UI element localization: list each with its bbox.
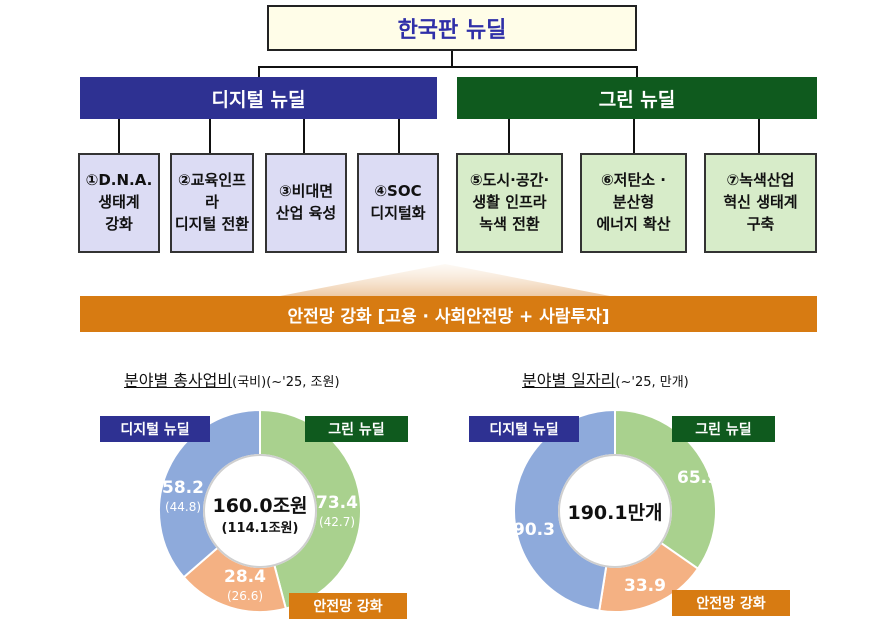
connector-line	[118, 119, 120, 153]
chart-title-main: 분야별 일자리	[522, 371, 616, 390]
donut-center-total: 160.0조원	[212, 495, 308, 517]
connector-line	[508, 119, 510, 153]
connector-line	[258, 66, 638, 68]
legend-green: 그린 뉴딜	[672, 416, 775, 442]
connector-line	[636, 66, 638, 77]
donut-hole	[203, 454, 317, 568]
subvalue-green: (42.7)	[318, 515, 356, 529]
donut-chart-budget	[158, 408, 362, 613]
legend-digital: 디지털 뉴딜	[100, 416, 210, 442]
connector-line	[209, 119, 211, 153]
value-safety: 33.9	[624, 576, 666, 596]
task-green-infra: ⑤도시·공간· 생활 인프라 녹색 전환	[456, 153, 563, 253]
connector-line	[758, 119, 760, 153]
value-green: 73.4	[316, 493, 358, 513]
donut-hole	[558, 454, 672, 568]
donut-center-subtotal: (114.1조원)	[221, 521, 299, 536]
value-green: 65.9	[677, 468, 719, 488]
connector-line	[303, 119, 305, 153]
connector-line	[398, 119, 400, 153]
task-soc-digital: ④SOC 디지털화	[357, 153, 439, 253]
digital-newdeal-bar: 디지털 뉴딜	[80, 77, 437, 119]
legend-digital: 디지털 뉴딜	[469, 416, 579, 442]
donut-center-total: 190.1만개	[567, 502, 663, 524]
decorative-glow	[280, 264, 610, 296]
task-green-industry: ⑦녹색산업 혁신 생태계 구축	[704, 153, 817, 253]
legend-safety: 안전망 강화	[289, 593, 407, 619]
value-safety: 28.4	[224, 567, 266, 587]
subvalue-safety: (26.6)	[226, 589, 264, 603]
value-digital: 58.2	[162, 478, 204, 498]
chart-title-budget: 분야별 총사업비(국비)(~'25, 조원)	[124, 367, 340, 391]
page-title: 한국판 뉴딜	[267, 5, 637, 51]
chart-title-note: (~'25, 만개)	[615, 375, 689, 390]
value-digital: 90.3	[513, 520, 555, 540]
task-contactless-industry: ③비대면 산업 육성	[265, 153, 347, 253]
task-low-carbon-energy: ⑥저탄소 · 분산형 에너지 확산	[580, 153, 687, 253]
connector-line	[633, 119, 635, 153]
legend-safety: 안전망 강화	[672, 590, 790, 616]
green-newdeal-bar: 그린 뉴딜	[457, 77, 817, 119]
connector-line	[258, 66, 260, 77]
task-education-digital: ②교육인프라 디지털 전환	[170, 153, 254, 253]
chart-title-note: (국비)(~'25, 조원)	[232, 375, 340, 390]
task-dna-ecosystem: ①D.N.A. 생태계 강화	[78, 153, 160, 253]
subvalue-digital: (44.8)	[164, 500, 202, 514]
legend-green: 그린 뉴딜	[305, 416, 408, 442]
connector-line	[451, 51, 453, 67]
safety-net-bar: 안전망 강화 [고용 · 사회안전망 + 사람투자]	[80, 296, 817, 332]
chart-title-main: 분야별 총사업비	[124, 371, 233, 390]
chart-title-jobs: 분야별 일자리(~'25, 만개)	[522, 367, 689, 391]
